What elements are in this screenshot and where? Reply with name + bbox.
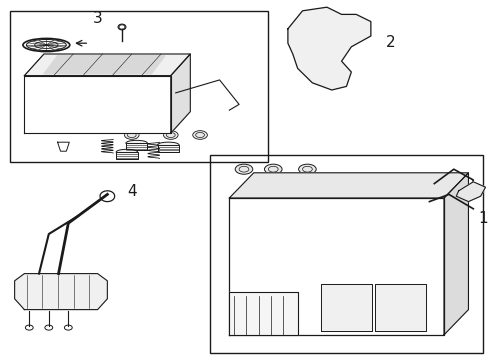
Bar	[210, 155, 483, 353]
Text: 4: 4	[127, 184, 137, 199]
Ellipse shape	[116, 149, 138, 155]
Ellipse shape	[265, 164, 282, 174]
Ellipse shape	[329, 298, 354, 314]
Polygon shape	[171, 54, 190, 133]
Polygon shape	[24, 76, 171, 133]
Ellipse shape	[373, 248, 398, 264]
Ellipse shape	[39, 68, 68, 76]
Ellipse shape	[45, 325, 53, 330]
Ellipse shape	[164, 131, 178, 139]
Ellipse shape	[64, 325, 72, 330]
Ellipse shape	[298, 164, 316, 174]
Polygon shape	[321, 284, 372, 331]
Ellipse shape	[126, 140, 147, 146]
Ellipse shape	[286, 248, 310, 264]
Ellipse shape	[124, 131, 139, 139]
Polygon shape	[15, 274, 107, 310]
Ellipse shape	[329, 273, 354, 289]
Polygon shape	[456, 182, 486, 202]
Ellipse shape	[373, 273, 398, 289]
Ellipse shape	[193, 131, 207, 139]
Polygon shape	[58, 142, 69, 151]
Ellipse shape	[373, 298, 398, 314]
Ellipse shape	[242, 273, 266, 289]
Ellipse shape	[323, 69, 341, 82]
Polygon shape	[24, 54, 190, 76]
Ellipse shape	[329, 248, 354, 264]
Bar	[158, 145, 179, 152]
Ellipse shape	[118, 24, 126, 30]
Bar	[126, 143, 147, 150]
Ellipse shape	[23, 39, 70, 51]
Bar	[10, 11, 269, 162]
Ellipse shape	[286, 298, 310, 314]
Polygon shape	[44, 56, 165, 74]
Polygon shape	[229, 198, 444, 335]
Ellipse shape	[375, 278, 425, 291]
Text: 2: 2	[386, 35, 395, 50]
Polygon shape	[229, 173, 468, 198]
Text: 1: 1	[478, 211, 488, 226]
Ellipse shape	[242, 248, 266, 264]
Polygon shape	[288, 7, 371, 90]
Ellipse shape	[158, 142, 179, 148]
Ellipse shape	[25, 325, 33, 330]
Polygon shape	[375, 284, 425, 331]
Polygon shape	[229, 292, 297, 335]
Ellipse shape	[313, 19, 331, 32]
Ellipse shape	[235, 164, 253, 174]
Ellipse shape	[286, 273, 310, 289]
Polygon shape	[444, 173, 468, 335]
Text: 3: 3	[93, 12, 102, 26]
Ellipse shape	[321, 278, 372, 291]
Ellipse shape	[242, 298, 266, 314]
Bar	[116, 152, 138, 159]
